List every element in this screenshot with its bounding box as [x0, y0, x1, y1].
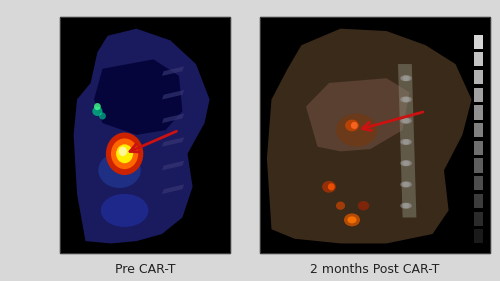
Text: Pre CAR-T: Pre CAR-T — [115, 263, 176, 276]
Polygon shape — [398, 64, 416, 217]
Ellipse shape — [402, 75, 412, 81]
Ellipse shape — [336, 201, 345, 210]
Ellipse shape — [344, 213, 360, 226]
Polygon shape — [162, 114, 184, 123]
Ellipse shape — [400, 75, 409, 81]
Bar — [60, 17, 230, 253]
Ellipse shape — [358, 201, 370, 210]
Ellipse shape — [118, 147, 127, 156]
Bar — [60, 17, 230, 253]
Ellipse shape — [94, 103, 101, 110]
Ellipse shape — [402, 182, 412, 187]
Bar — [474, 88, 483, 102]
Bar — [474, 141, 483, 155]
Bar — [474, 105, 483, 119]
Ellipse shape — [106, 133, 144, 175]
Polygon shape — [162, 90, 184, 99]
Ellipse shape — [322, 181, 336, 193]
Ellipse shape — [116, 144, 133, 163]
Ellipse shape — [400, 203, 409, 209]
Ellipse shape — [348, 216, 356, 223]
Ellipse shape — [92, 106, 102, 116]
Ellipse shape — [351, 122, 358, 129]
Ellipse shape — [98, 153, 141, 188]
Ellipse shape — [402, 139, 412, 145]
Polygon shape — [306, 78, 410, 151]
Polygon shape — [162, 66, 184, 76]
Bar — [474, 229, 483, 243]
Bar — [474, 194, 483, 208]
Polygon shape — [162, 184, 184, 194]
Ellipse shape — [336, 114, 378, 147]
Bar — [474, 176, 483, 190]
Bar — [260, 17, 490, 253]
Ellipse shape — [400, 118, 409, 124]
Bar — [260, 17, 490, 253]
Bar — [474, 212, 483, 226]
Ellipse shape — [402, 118, 412, 124]
Ellipse shape — [400, 97, 409, 103]
Ellipse shape — [400, 139, 409, 145]
Bar — [474, 123, 483, 137]
Bar — [474, 35, 483, 49]
Bar — [474, 70, 483, 84]
Bar — [474, 158, 483, 173]
Ellipse shape — [402, 97, 412, 103]
Ellipse shape — [402, 203, 412, 209]
Ellipse shape — [345, 119, 359, 131]
Ellipse shape — [402, 160, 412, 166]
Polygon shape — [267, 29, 472, 243]
Ellipse shape — [400, 182, 409, 187]
Bar — [474, 52, 483, 66]
Ellipse shape — [99, 112, 106, 119]
Ellipse shape — [101, 194, 148, 227]
Ellipse shape — [328, 183, 335, 190]
Ellipse shape — [400, 160, 409, 166]
Polygon shape — [74, 29, 210, 243]
Polygon shape — [162, 137, 184, 147]
Ellipse shape — [111, 139, 138, 169]
Text: 2 months Post CAR-T: 2 months Post CAR-T — [310, 263, 440, 276]
Polygon shape — [94, 59, 182, 135]
Polygon shape — [162, 161, 184, 170]
